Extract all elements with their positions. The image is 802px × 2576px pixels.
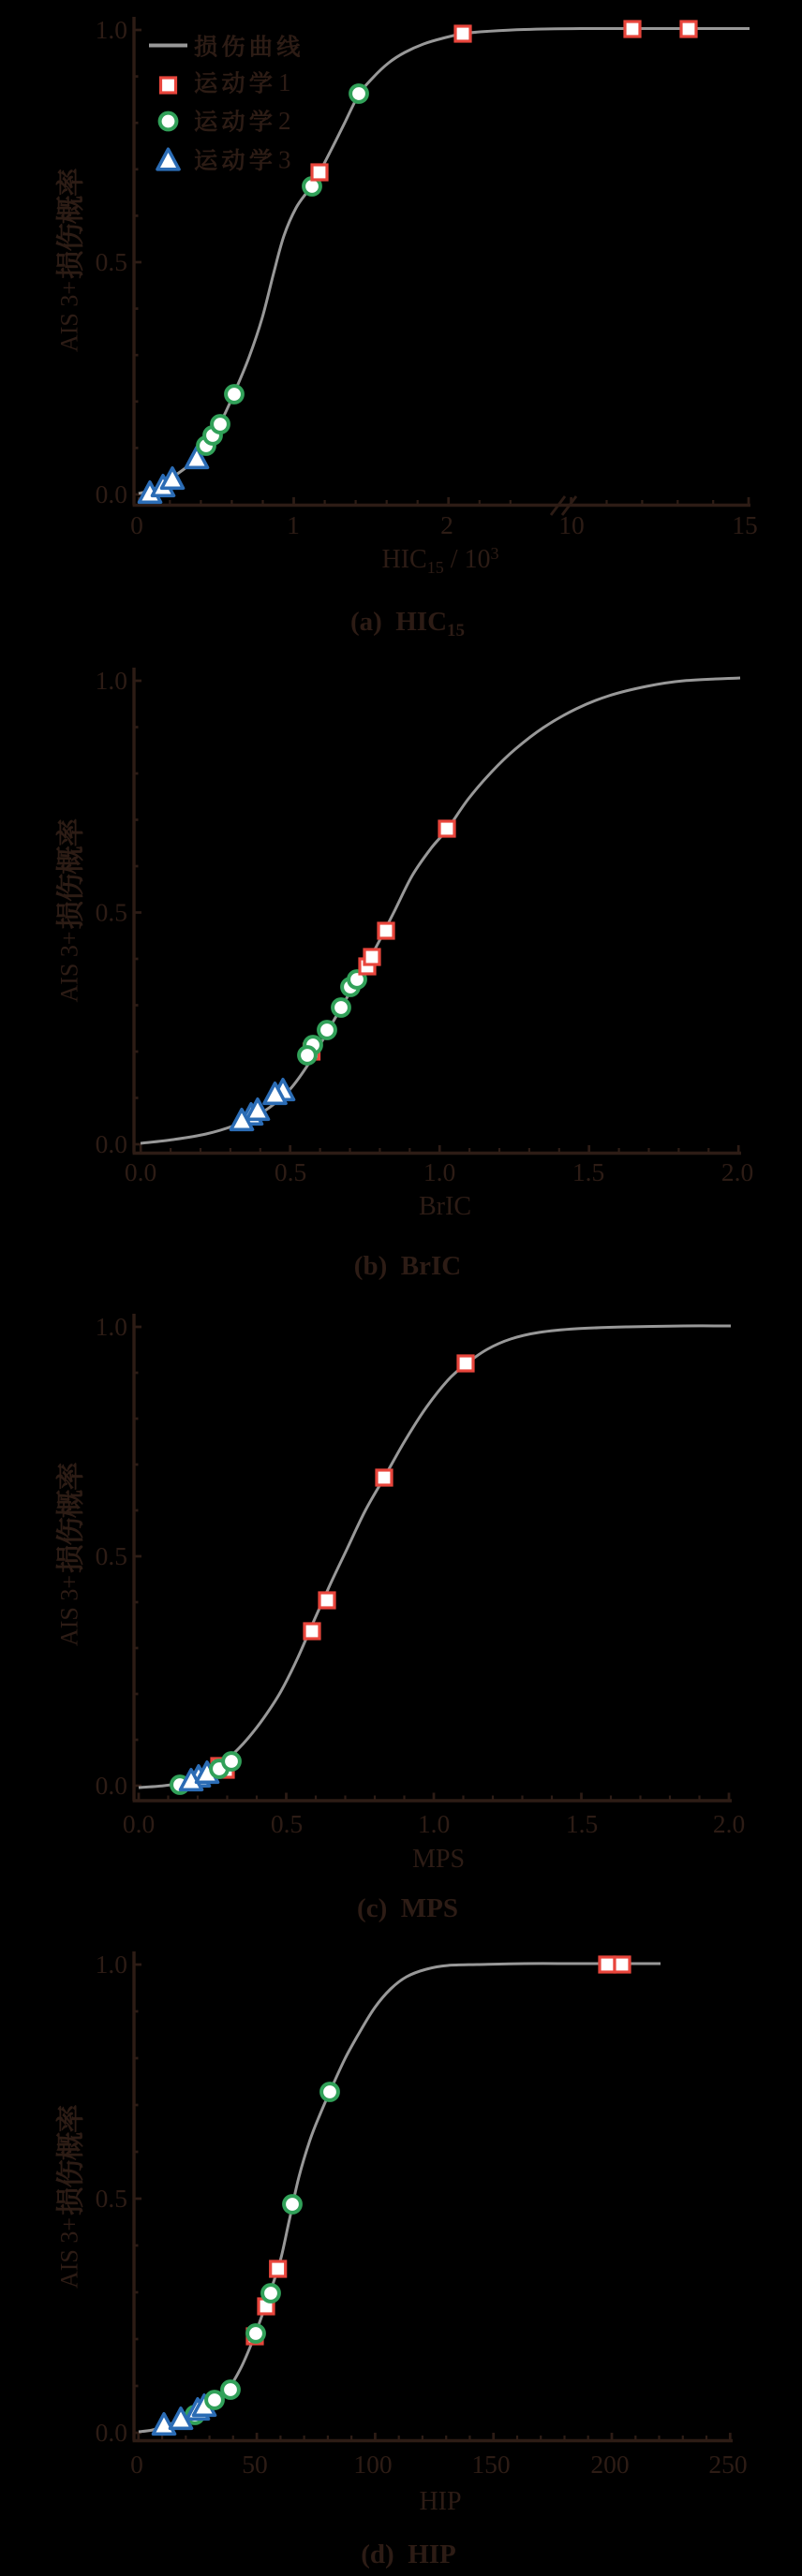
svg-text:0: 0 xyxy=(130,2450,143,2479)
svg-text:0: 0 xyxy=(130,510,143,539)
svg-text:1.0: 1.0 xyxy=(418,1809,450,1838)
svg-text:AIS 3+: AIS 3+ xyxy=(56,2217,83,2289)
svg-text:2: 2 xyxy=(440,510,453,539)
svg-text:3: 3 xyxy=(278,146,291,174)
svg-text:1.0: 1.0 xyxy=(96,666,127,695)
svg-text:100: 100 xyxy=(353,2450,392,2479)
svg-text:(d) HIP: (d) HIP xyxy=(361,2539,456,2569)
svg-text:0.0: 0.0 xyxy=(123,1809,155,1838)
svg-text:0.5: 0.5 xyxy=(275,1157,306,1186)
svg-text:AIS 3+: AIS 3+ xyxy=(56,931,83,1002)
svg-text:(a) HIC15: (a) HIC15 xyxy=(350,607,465,640)
svg-text:(c) MPS: (c) MPS xyxy=(357,1893,458,1923)
svg-text:(b) BrIC: (b) BrIC xyxy=(354,1251,461,1281)
svg-text:0.0: 0.0 xyxy=(96,479,127,508)
svg-text:MPS: MPS xyxy=(412,1845,465,1874)
svg-text:250: 250 xyxy=(708,2450,747,2479)
svg-text:AIS 3+: AIS 3+ xyxy=(56,281,83,352)
svg-text:0.5: 0.5 xyxy=(96,2184,127,2213)
svg-text:1.0: 1.0 xyxy=(96,1950,127,1979)
svg-text:1: 1 xyxy=(278,68,291,96)
svg-text:1.5: 1.5 xyxy=(572,1157,604,1186)
svg-text:2.0: 2.0 xyxy=(713,1809,745,1838)
svg-text:AIS 3+: AIS 3+ xyxy=(56,1575,83,1646)
svg-text:1.0: 1.0 xyxy=(423,1157,455,1186)
svg-text:0.5: 0.5 xyxy=(96,1541,127,1570)
svg-text:2: 2 xyxy=(278,107,291,135)
svg-text:0.5: 0.5 xyxy=(96,247,127,276)
svg-text:15: 15 xyxy=(732,510,758,539)
svg-text:0.5: 0.5 xyxy=(271,1809,303,1838)
svg-text:150: 150 xyxy=(471,2450,510,2479)
svg-text:50: 50 xyxy=(242,2450,268,2479)
svg-text:0.0: 0.0 xyxy=(96,1129,127,1158)
svg-text:1.0: 1.0 xyxy=(96,15,127,44)
svg-text:1.5: 1.5 xyxy=(566,1809,598,1838)
svg-text:2.0: 2.0 xyxy=(721,1157,753,1186)
svg-text:200: 200 xyxy=(590,2450,629,2479)
svg-text:HIC15 / 103: HIC15 / 103 xyxy=(381,544,498,577)
svg-text:0.0: 0.0 xyxy=(96,2418,127,2447)
svg-text:1: 1 xyxy=(287,510,300,539)
svg-text:1.0: 1.0 xyxy=(96,1312,127,1341)
svg-text:0.5: 0.5 xyxy=(96,898,127,927)
svg-text:0.0: 0.0 xyxy=(125,1157,156,1186)
svg-text:HIP: HIP xyxy=(419,2487,461,2516)
svg-text:BrIC: BrIC xyxy=(419,1192,471,1221)
svg-text:0.0: 0.0 xyxy=(96,1771,127,1800)
